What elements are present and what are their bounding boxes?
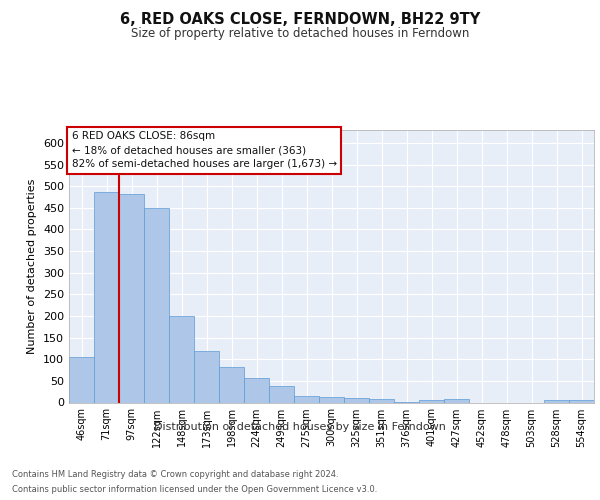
Text: Distribution of detached houses by size in Ferndown: Distribution of detached houses by size … (154, 422, 446, 432)
Bar (169, 316, 194, 402)
Bar (269, 386, 294, 402)
Bar (444, 400, 469, 402)
Bar (344, 398, 369, 402)
Y-axis label: Number of detached properties: Number of detached properties (28, 178, 37, 354)
Bar (419, 400, 444, 402)
Text: Size of property relative to detached houses in Ferndown: Size of property relative to detached ho… (131, 28, 469, 40)
Text: 6, RED OAKS CLOSE, FERNDOWN, BH22 9TY: 6, RED OAKS CLOSE, FERNDOWN, BH22 9TY (120, 12, 480, 28)
Text: 6 RED OAKS CLOSE: 86sqm
← 18% of detached houses are smaller (363)
82% of semi-d: 6 RED OAKS CLOSE: 86sqm ← 18% of detache… (71, 132, 337, 170)
Bar (194, 350, 219, 403)
Bar (69, 357, 94, 403)
Bar (94, 192, 119, 402)
Text: Contains HM Land Registry data © Crown copyright and database right 2024.: Contains HM Land Registry data © Crown c… (12, 470, 338, 479)
Bar (244, 378, 269, 402)
Bar (144, 208, 169, 402)
Bar (319, 397, 344, 402)
Bar (569, 400, 594, 402)
Bar (294, 396, 319, 402)
Bar (369, 398, 394, 402)
Text: Contains public sector information licensed under the Open Government Licence v3: Contains public sector information licen… (12, 485, 377, 494)
Bar (119, 194, 144, 402)
Bar (219, 366, 244, 402)
Bar (544, 400, 569, 402)
